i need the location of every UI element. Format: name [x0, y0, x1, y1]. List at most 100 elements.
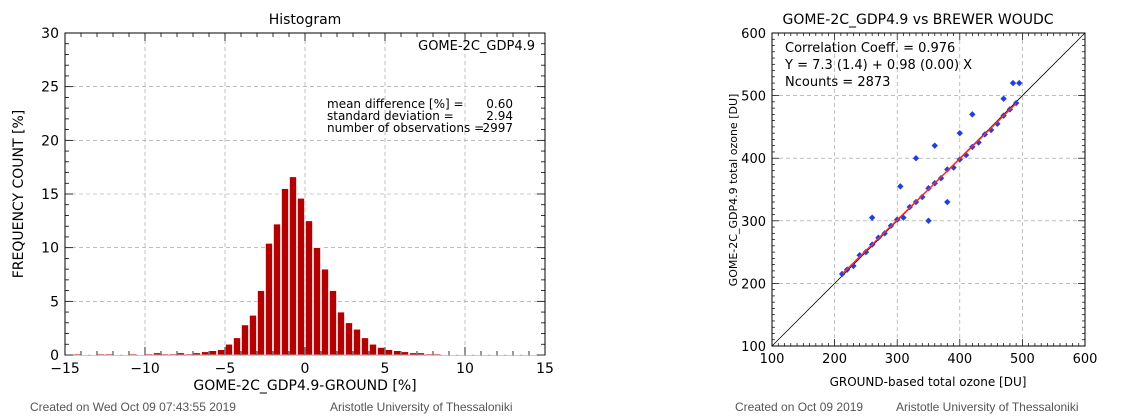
scatter-point: [950, 164, 957, 171]
histogram-bar: [161, 353, 169, 356]
histogram-bar: [225, 343, 233, 356]
scatter-footer-created: Created on Oct 09 2019: [735, 400, 863, 414]
histogram-series-label: GOME-2C_GDP4.9: [418, 39, 535, 54]
scatter-ncounts-text: Ncounts = 2873: [785, 75, 890, 90]
scatter-point: [856, 252, 863, 259]
histogram-bar: [401, 351, 409, 356]
histogram-y-tick-label: 15: [41, 187, 59, 203]
histogram-bar: [177, 352, 185, 356]
scatter-x-tick-label: 600: [1073, 352, 1098, 367]
histogram-bar: [329, 290, 337, 356]
scatter-y-tick-label: 200: [741, 277, 766, 292]
histogram-y-tick-label: 0: [50, 348, 59, 364]
histogram-x-label: GOME-2C_GDP4.9-GROUND [%]: [193, 378, 416, 394]
histogram-y-tick-label: 25: [41, 80, 59, 96]
histogram-footer-created: Created on Wed Oct 09 07:43:55 2019: [30, 400, 236, 414]
scatter-regression-line: [842, 102, 1017, 274]
histogram-bar: [105, 353, 113, 356]
scatter-point: [994, 120, 1001, 127]
scatter-point: [838, 270, 846, 278]
scatter-point: [1009, 79, 1017, 87]
histogram-stat-label: mean difference [%] =: [327, 97, 464, 111]
histogram-bar: [393, 350, 401, 356]
histogram-x-tick-label: −15: [50, 361, 80, 377]
scatter-point: [919, 193, 926, 201]
scatter-points: [838, 79, 1023, 278]
histogram-bar: [169, 353, 177, 356]
scatter-point: [1000, 95, 1007, 102]
histogram-statistics: mean difference [%] = 0.60 standard deviat…: [327, 97, 513, 135]
histogram-bar: [273, 223, 281, 356]
scatter-point: [900, 214, 907, 221]
scatter-x-tick-label: 300: [885, 352, 910, 367]
histogram-bar: [137, 354, 145, 356]
histogram-bar: [369, 343, 377, 356]
histogram-bar: [441, 354, 449, 356]
histogram-stat-label: standard deviation =: [327, 109, 454, 123]
scatter-point: [925, 217, 932, 224]
scatter-point: [969, 111, 976, 118]
histogram-bar: [193, 352, 201, 356]
scatter-y-tick-label: 500: [741, 90, 766, 105]
scatter-point: [956, 129, 963, 137]
scatter-footer-institution: Aristotle University of Thessaloniki: [896, 400, 1079, 414]
histogram-y-tick-label: 20: [41, 133, 59, 149]
scatter-x-tick-label: 500: [1010, 352, 1035, 367]
scatter-point: [1016, 79, 1023, 87]
histogram-bar: [457, 354, 465, 356]
histogram-bars: [65, 176, 545, 356]
histogram-bar: [449, 354, 457, 356]
histogram-bar: [417, 352, 425, 356]
scatter-point: [897, 183, 904, 190]
histogram-panel: Histogram −15 −10 −5 0 5 10 15 0 5 10 15 20 25 30 GO…: [11, 12, 554, 414]
histogram-bar: [505, 354, 513, 356]
histogram-title: Histogram: [269, 12, 342, 28]
histogram-bar: [257, 290, 265, 356]
histogram-bar: [489, 354, 497, 356]
histogram-bar: [481, 354, 489, 356]
histogram-bar: [521, 354, 529, 356]
histogram-bar: [241, 324, 249, 356]
histogram-bar: [129, 353, 137, 356]
histogram-x-tick-label: −10: [130, 361, 160, 377]
histogram-bar: [425, 353, 433, 356]
scatter-x-tick-label: 100: [760, 352, 785, 367]
histogram-bar: [473, 354, 481, 356]
histogram-y-tick-label: 30: [41, 26, 59, 42]
scatter-panel: GOME-2C_GDP4.9 vs BREWER WOUDC 100 200 300…: [727, 12, 1097, 414]
scatter-y-tick-label: 400: [741, 152, 766, 167]
scatter-point: [975, 139, 982, 146]
histogram-bar: [433, 353, 441, 356]
histogram-bar: [305, 220, 313, 356]
scatter-point: [912, 155, 920, 162]
histogram-bar: [201, 351, 209, 356]
scatter-point: [931, 142, 938, 149]
histogram-bar: [497, 354, 505, 356]
histogram-y-tick-label: 10: [41, 241, 59, 257]
histogram-x-tick-label: −5: [215, 361, 236, 377]
scatter-point: [944, 166, 951, 173]
histogram-bar: [385, 349, 393, 356]
histogram-bar: [113, 354, 121, 356]
scatter-point: [944, 198, 951, 206]
histogram-bar: [265, 243, 273, 356]
histogram-bar: [185, 353, 193, 356]
scatter-point: [962, 151, 970, 159]
scatter-point: [987, 126, 995, 134]
histogram-bar: [217, 349, 225, 356]
histogram-stat-label: number of observations =: [327, 121, 484, 135]
histogram-bar: [337, 311, 345, 356]
histogram-bar: [81, 354, 89, 356]
histogram-y-label: FREQUENCY COUNT [%]: [11, 110, 27, 279]
histogram-bar: [465, 354, 473, 356]
histogram-y-ticks: 0 5 10 15 20 25 30: [41, 26, 545, 364]
scatter-x-ticks: 100 200 300 400 500 600: [760, 33, 1098, 367]
histogram-x-tick-label: 15: [536, 361, 554, 377]
histogram-bar: [209, 350, 217, 356]
histogram-bar: [353, 328, 361, 356]
histogram-bar: [153, 352, 161, 356]
histogram-x-tick-label: 10: [456, 361, 474, 377]
scatter-point: [937, 175, 945, 182]
histogram-bar: [409, 352, 417, 356]
